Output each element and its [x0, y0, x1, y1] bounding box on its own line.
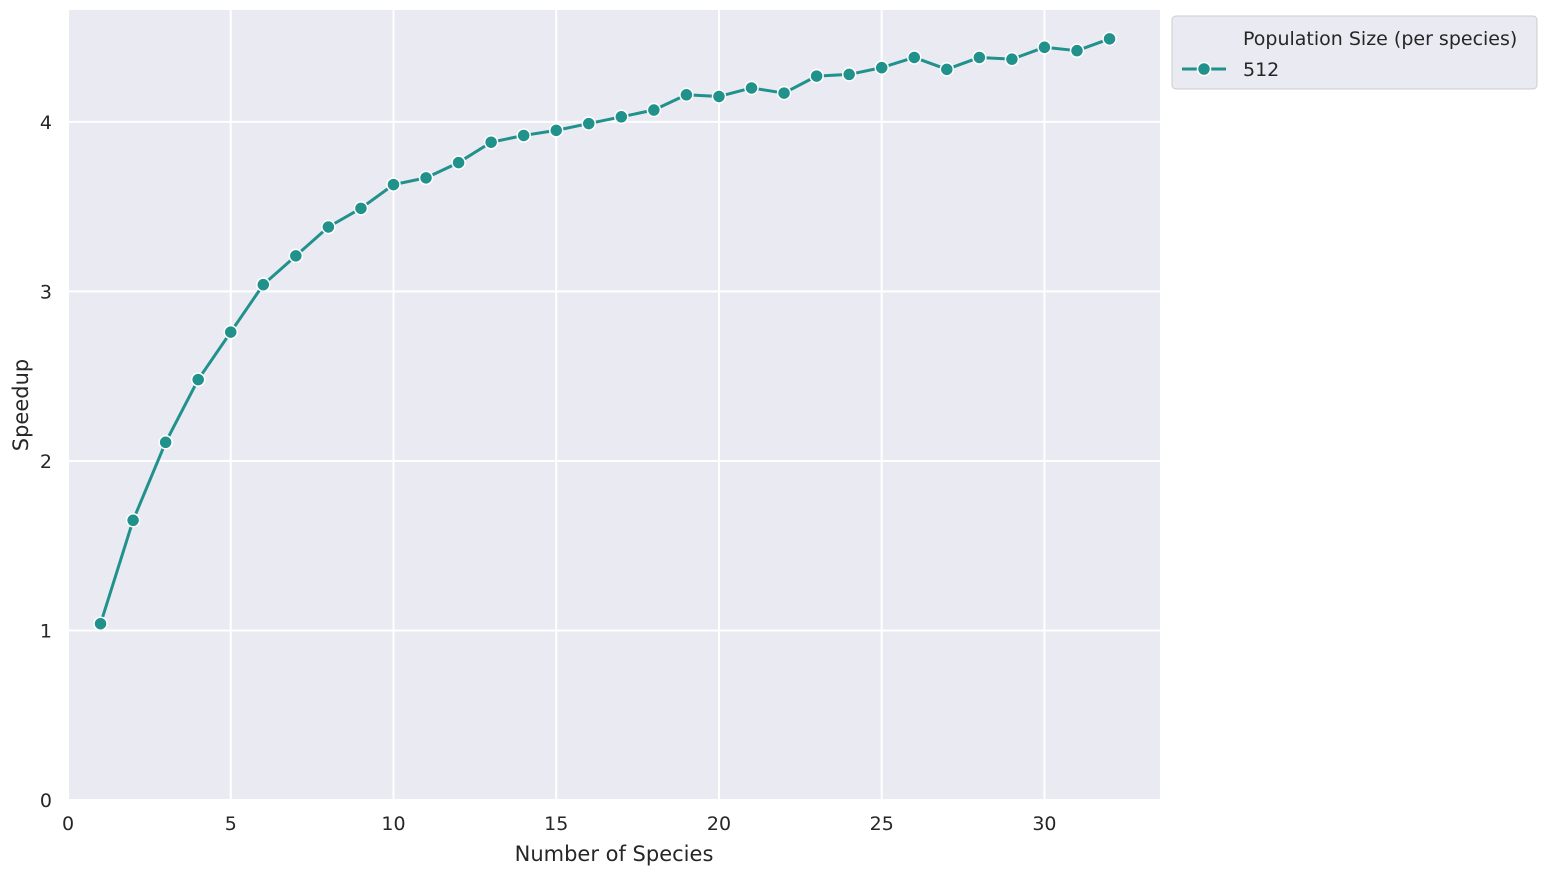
data-point: [1069, 43, 1085, 58]
data-point: [711, 89, 727, 104]
grid-lines: [67, 10, 1160, 801]
x-axis-ticks: 0 5 10 15 20 25 30: [62, 813, 1057, 835]
x-tick-label: 25: [870, 813, 894, 835]
data-point: [158, 435, 173, 450]
y-tick-label: 2: [40, 451, 52, 473]
x-tick-label: 20: [707, 813, 731, 835]
data-point: [972, 50, 987, 65]
y-tick-label: 4: [40, 112, 52, 134]
plot-area: [68, 10, 1160, 800]
data-point: [516, 128, 531, 143]
data-point: [1037, 40, 1052, 55]
data-point: [646, 102, 662, 118]
data-point: [483, 134, 499, 150]
data-point: [256, 277, 271, 292]
data-point: [288, 248, 304, 264]
data-point: [353, 201, 369, 216]
legend: Population Size (per species) 512: [1171, 15, 1538, 90]
x-tick-label: 10: [381, 813, 405, 835]
data-point: [776, 85, 792, 101]
y-tick-label: 1: [40, 620, 52, 642]
legend-box: [1171, 15, 1538, 90]
data-point: [841, 67, 857, 82]
y-tick-label: 0: [40, 790, 52, 812]
series-group: [93, 31, 1117, 631]
x-tick-label: 5: [225, 813, 237, 835]
data-point: [939, 62, 955, 77]
data-point: [809, 68, 824, 84]
data-point: [1004, 51, 1020, 67]
legend-label-512: 512: [1243, 59, 1279, 81]
data-point: [93, 616, 108, 631]
y-axis-ticks: 0 1 2 3 4: [40, 112, 52, 812]
legend-title: Population Size (per species): [1243, 28, 1517, 50]
data-point: [679, 87, 694, 103]
legend-marker-512: [1196, 61, 1212, 77]
x-axis-label: Number of Species: [515, 842, 714, 866]
data-point: [548, 123, 564, 138]
y-axis-label: Speedup: [9, 359, 33, 451]
data-point: [1102, 31, 1117, 47]
data-point: [744, 80, 759, 96]
y-tick-label: 3: [40, 281, 52, 303]
data-point: [386, 177, 401, 192]
data-point: [614, 109, 629, 125]
data-point: [581, 116, 597, 131]
data-point: [125, 513, 141, 528]
data-point: [321, 219, 336, 235]
x-tick-label: 30: [1032, 813, 1056, 835]
data-point: [190, 372, 206, 387]
data-point: [451, 155, 466, 170]
data-point: [907, 50, 922, 65]
x-tick-label: 15: [544, 813, 568, 835]
data-point: [874, 60, 889, 75]
data-point: [418, 170, 434, 186]
x-tick-label: 0: [62, 813, 74, 835]
data-point: [223, 324, 238, 340]
